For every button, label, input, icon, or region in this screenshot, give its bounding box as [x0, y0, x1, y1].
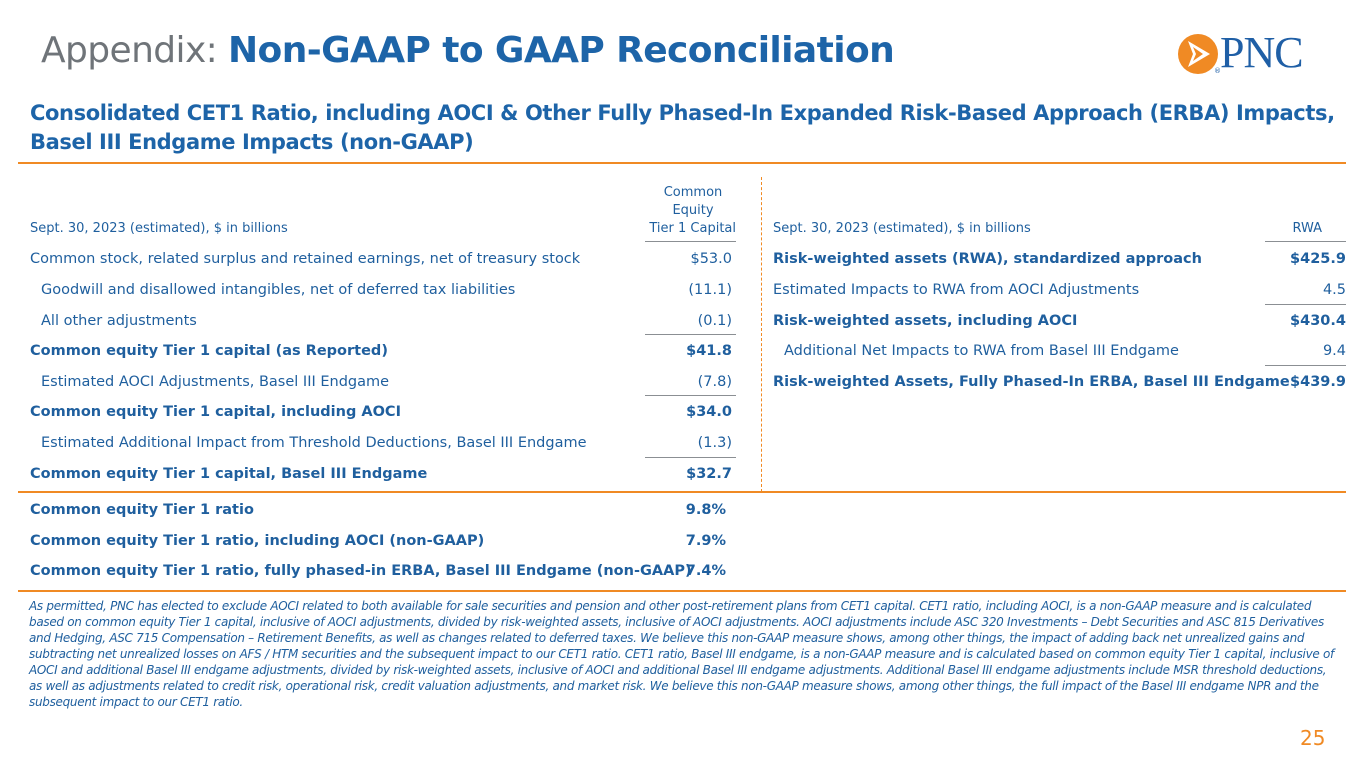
page-number: 25 — [1300, 726, 1326, 750]
row-label: Estimated Additional Impact from Thresho… — [41, 435, 587, 451]
subtotal-rule — [645, 334, 736, 335]
header-value-line-3: Tier 1 Capital — [649, 221, 736, 236]
registered-mark: ® — [1214, 67, 1221, 75]
row-label: Additional Net Impacts to RWA from Basel… — [784, 343, 1179, 359]
right-table-header-value: RWA — [1292, 221, 1322, 236]
ratios-divider-top — [18, 491, 1346, 493]
subtotal-rule — [645, 457, 736, 458]
row-label: Risk-weighted assets (RWA), standardized… — [773, 251, 1202, 267]
row-value: $430.4 — [1290, 313, 1346, 329]
row-label: Estimated AOCI Adjustments, Basel III En… — [41, 374, 390, 390]
row-label: Common equity Tier 1 capital (as Reporte… — [30, 343, 388, 359]
row-value: (1.3) — [697, 435, 732, 451]
row-value: 4.5 — [1322, 282, 1346, 298]
row-label: Common equity Tier 1 capital, including … — [30, 404, 401, 420]
title-main: Non-GAAP to GAAP Reconciliation — [228, 30, 895, 71]
title-prefix: Appendix: — [41, 30, 218, 71]
ratios-divider-bottom — [18, 590, 1346, 592]
right-header-rule — [1265, 241, 1346, 242]
row-value: 9.4 — [1322, 343, 1346, 359]
row-label: Common equity Tier 1 capital, Basel III … — [30, 466, 428, 482]
row-value: $53.0 — [690, 251, 732, 267]
row-value: (7.8) — [697, 374, 732, 390]
row-value: $41.8 — [686, 343, 732, 359]
ratio-value: 7.4% — [685, 563, 726, 579]
row-label: Common stock, related surplus and retain… — [30, 251, 581, 267]
row-label: Risk-weighted Assets, Fully Phased-In ER… — [773, 374, 1290, 390]
row-value: $425.9 — [1290, 251, 1346, 267]
header-value-line-2: Equity — [672, 203, 714, 218]
subtitle-line-1: Consolidated CET1 Ratio, including AOCI … — [30, 101, 1335, 125]
left-table-header-value: Common Equity Tier 1 Capital — [636, 184, 736, 238]
right-table-header-label: Sept. 30, 2023 (estimated), $ in billion… — [773, 221, 1031, 236]
row-label: Estimated Impacts to RWA from AOCI Adjus… — [773, 282, 1140, 298]
row-label: Goodwill and disallowed intangibles, net… — [41, 282, 516, 298]
left-header-rule — [645, 241, 736, 242]
row-value: $34.0 — [686, 404, 732, 420]
subtotal-rule — [645, 395, 736, 396]
section-subtitle: Consolidated CET1 Ratio, including AOCI … — [30, 99, 1350, 157]
logo-wordmark: PNC — [1220, 28, 1304, 77]
pnc-logo: ® PNC — [1176, 28, 1328, 78]
row-label: Risk-weighted assets, including AOCI — [773, 313, 1078, 329]
row-label: All other adjustments — [41, 313, 197, 329]
subtitle-line-2: Basel III Endgame Impacts (non-GAAP) — [30, 130, 474, 154]
ratio-value: 9.8% — [685, 502, 726, 518]
column-divider — [761, 177, 762, 492]
ratio-label: Common equity Tier 1 ratio, fully phased… — [30, 563, 692, 579]
pnc-logo-icon — [1178, 34, 1218, 74]
header-value-line-1: Common — [663, 185, 723, 200]
row-value: (0.1) — [697, 313, 732, 329]
subtotal-rule — [1265, 304, 1346, 305]
footnote: As permitted, PNC has elected to exclude… — [29, 599, 1334, 709]
page-title: Appendix: Non-GAAP to GAAP Reconciliatio… — [41, 30, 895, 71]
ratio-label: Common equity Tier 1 ratio — [30, 502, 254, 518]
row-value: $439.9 — [1290, 374, 1346, 390]
ratio-label: Common equity Tier 1 ratio, including AO… — [30, 533, 485, 549]
row-value: (11.1) — [688, 282, 732, 298]
subtotal-rule — [1265, 365, 1346, 366]
row-value: $32.7 — [686, 466, 732, 482]
left-table-header-label: Sept. 30, 2023 (estimated), $ in billion… — [30, 221, 288, 236]
subtitle-divider — [18, 162, 1346, 164]
ratio-value: 7.9% — [685, 533, 726, 549]
